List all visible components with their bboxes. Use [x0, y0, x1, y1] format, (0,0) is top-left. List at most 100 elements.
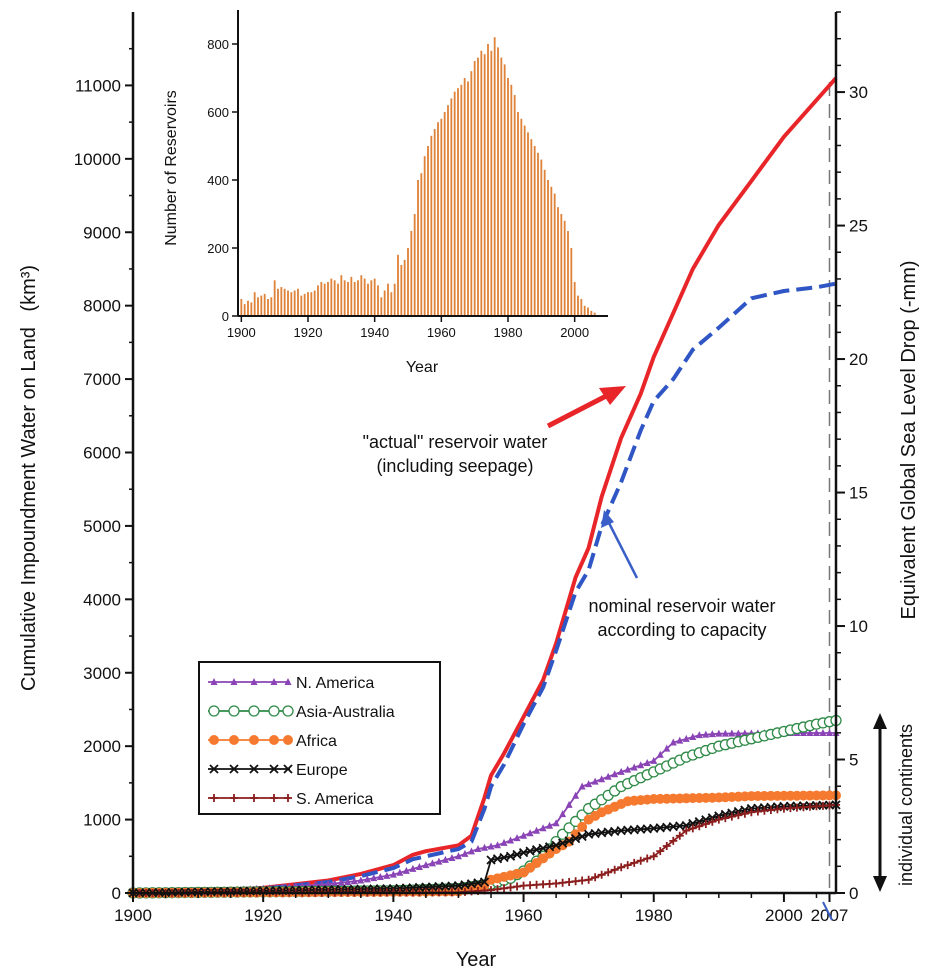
inset-bar	[513, 95, 516, 316]
inset-bar	[563, 220, 566, 316]
n-america-point	[363, 875, 371, 883]
x-tick-label: 1940	[374, 906, 412, 925]
inset-bar	[393, 283, 396, 316]
inset-bar	[490, 50, 493, 317]
n-america-point	[650, 756, 658, 764]
inset-bar	[317, 285, 319, 316]
n-america-point	[481, 843, 488, 851]
s-america-point	[740, 809, 749, 818]
n-america-point	[461, 849, 469, 857]
s-america-point	[721, 814, 730, 823]
inset-bar	[507, 78, 509, 316]
s-america-point	[643, 854, 652, 863]
annotation-actual: "actual" reservoir water (including seepa…	[363, 432, 548, 476]
n-america-point	[284, 678, 292, 685]
inset-bar	[373, 278, 376, 316]
europe-point	[249, 764, 259, 774]
n-america-point	[624, 765, 632, 773]
series-line-actual	[132, 76, 838, 895]
n-america-point	[559, 810, 567, 818]
inset-bar	[413, 214, 416, 316]
inset-bar	[377, 285, 379, 316]
europe-point	[512, 849, 522, 860]
y-left-tick-label: 8000	[83, 297, 121, 316]
inset-bar	[367, 283, 369, 316]
legend-item-s-america: S. America	[208, 791, 373, 808]
y-right-tick-label: 25	[849, 217, 868, 236]
inset-bar	[480, 50, 483, 317]
y-right-tick-label: 10	[849, 617, 868, 636]
inset-bar	[580, 299, 583, 316]
n-america-point	[402, 866, 410, 874]
s-america-point	[250, 794, 258, 802]
inset-bar	[383, 290, 386, 316]
n-america-point	[370, 874, 378, 882]
n-america-point	[656, 750, 664, 758]
inset-bar	[433, 129, 436, 316]
n-america-point	[428, 859, 436, 867]
n-america-point	[448, 854, 456, 862]
n-america-point	[598, 775, 606, 783]
y-right-tick-label: 20	[849, 350, 868, 369]
s-america-point	[210, 794, 218, 802]
main-axes: 0100020003000400050006000700080009000100…	[74, 11, 868, 925]
n-america-point	[389, 870, 397, 878]
inset-bar	[253, 292, 256, 316]
europe-point	[577, 831, 587, 842]
n-america-point	[350, 877, 358, 885]
inset-bar	[243, 304, 246, 316]
inset-bar	[417, 180, 419, 316]
n-america-point	[324, 880, 332, 888]
inset-bar	[460, 84, 463, 316]
n-america-point	[721, 729, 729, 737]
inset-bar	[400, 265, 403, 316]
inset-bar	[437, 122, 439, 316]
n-america-point	[376, 872, 384, 880]
n-america-point	[500, 838, 508, 846]
n-america-point	[669, 738, 677, 746]
n-america-point	[585, 780, 593, 788]
inset-bar	[420, 173, 423, 316]
inset-bar	[533, 146, 536, 316]
s-america-point	[617, 863, 626, 872]
n-america-point	[812, 728, 820, 736]
inset-x-tick-label: 1940	[360, 325, 389, 340]
series-line-nominal	[132, 281, 837, 895]
s-america-point	[284, 794, 292, 802]
n-america-point	[344, 877, 352, 885]
annotations: "actual" reservoir water (including seepa…	[363, 386, 833, 921]
n-america-point	[507, 836, 515, 844]
inset-bar	[450, 98, 453, 317]
s-america-point	[701, 819, 710, 828]
inset-bar	[543, 169, 546, 316]
n-america-point	[318, 880, 326, 888]
inset-bar	[387, 283, 389, 316]
y-left-tick-label: 2000	[83, 737, 121, 756]
europe-point	[505, 851, 516, 861]
continents-range-arrow	[873, 713, 887, 892]
annotation-actual-line: "actual" reservoir water	[363, 432, 548, 452]
n-america-point	[552, 819, 560, 827]
n-america-point	[689, 732, 697, 740]
inset-x-tick-label: 2000	[560, 325, 589, 340]
inset-bar	[380, 297, 383, 316]
inset-bar	[330, 278, 333, 316]
s-america-point	[714, 815, 723, 824]
inset-bar	[327, 282, 329, 316]
inset-bar	[410, 231, 413, 316]
inset-bar	[263, 293, 266, 316]
n-america-point	[533, 826, 541, 834]
europe-point	[570, 834, 581, 844]
s-america-point	[623, 861, 632, 870]
s-america-point	[270, 794, 278, 802]
legend-box	[198, 661, 441, 815]
s-america-point	[675, 831, 684, 840]
inset-bar	[287, 290, 289, 316]
s-america-point	[669, 836, 678, 845]
inset-bar	[343, 280, 346, 316]
inset-bar	[313, 290, 316, 316]
n-america-point	[396, 868, 404, 876]
inset-bar	[363, 278, 366, 316]
inset-bar	[310, 292, 313, 316]
n-america-point	[422, 861, 430, 869]
